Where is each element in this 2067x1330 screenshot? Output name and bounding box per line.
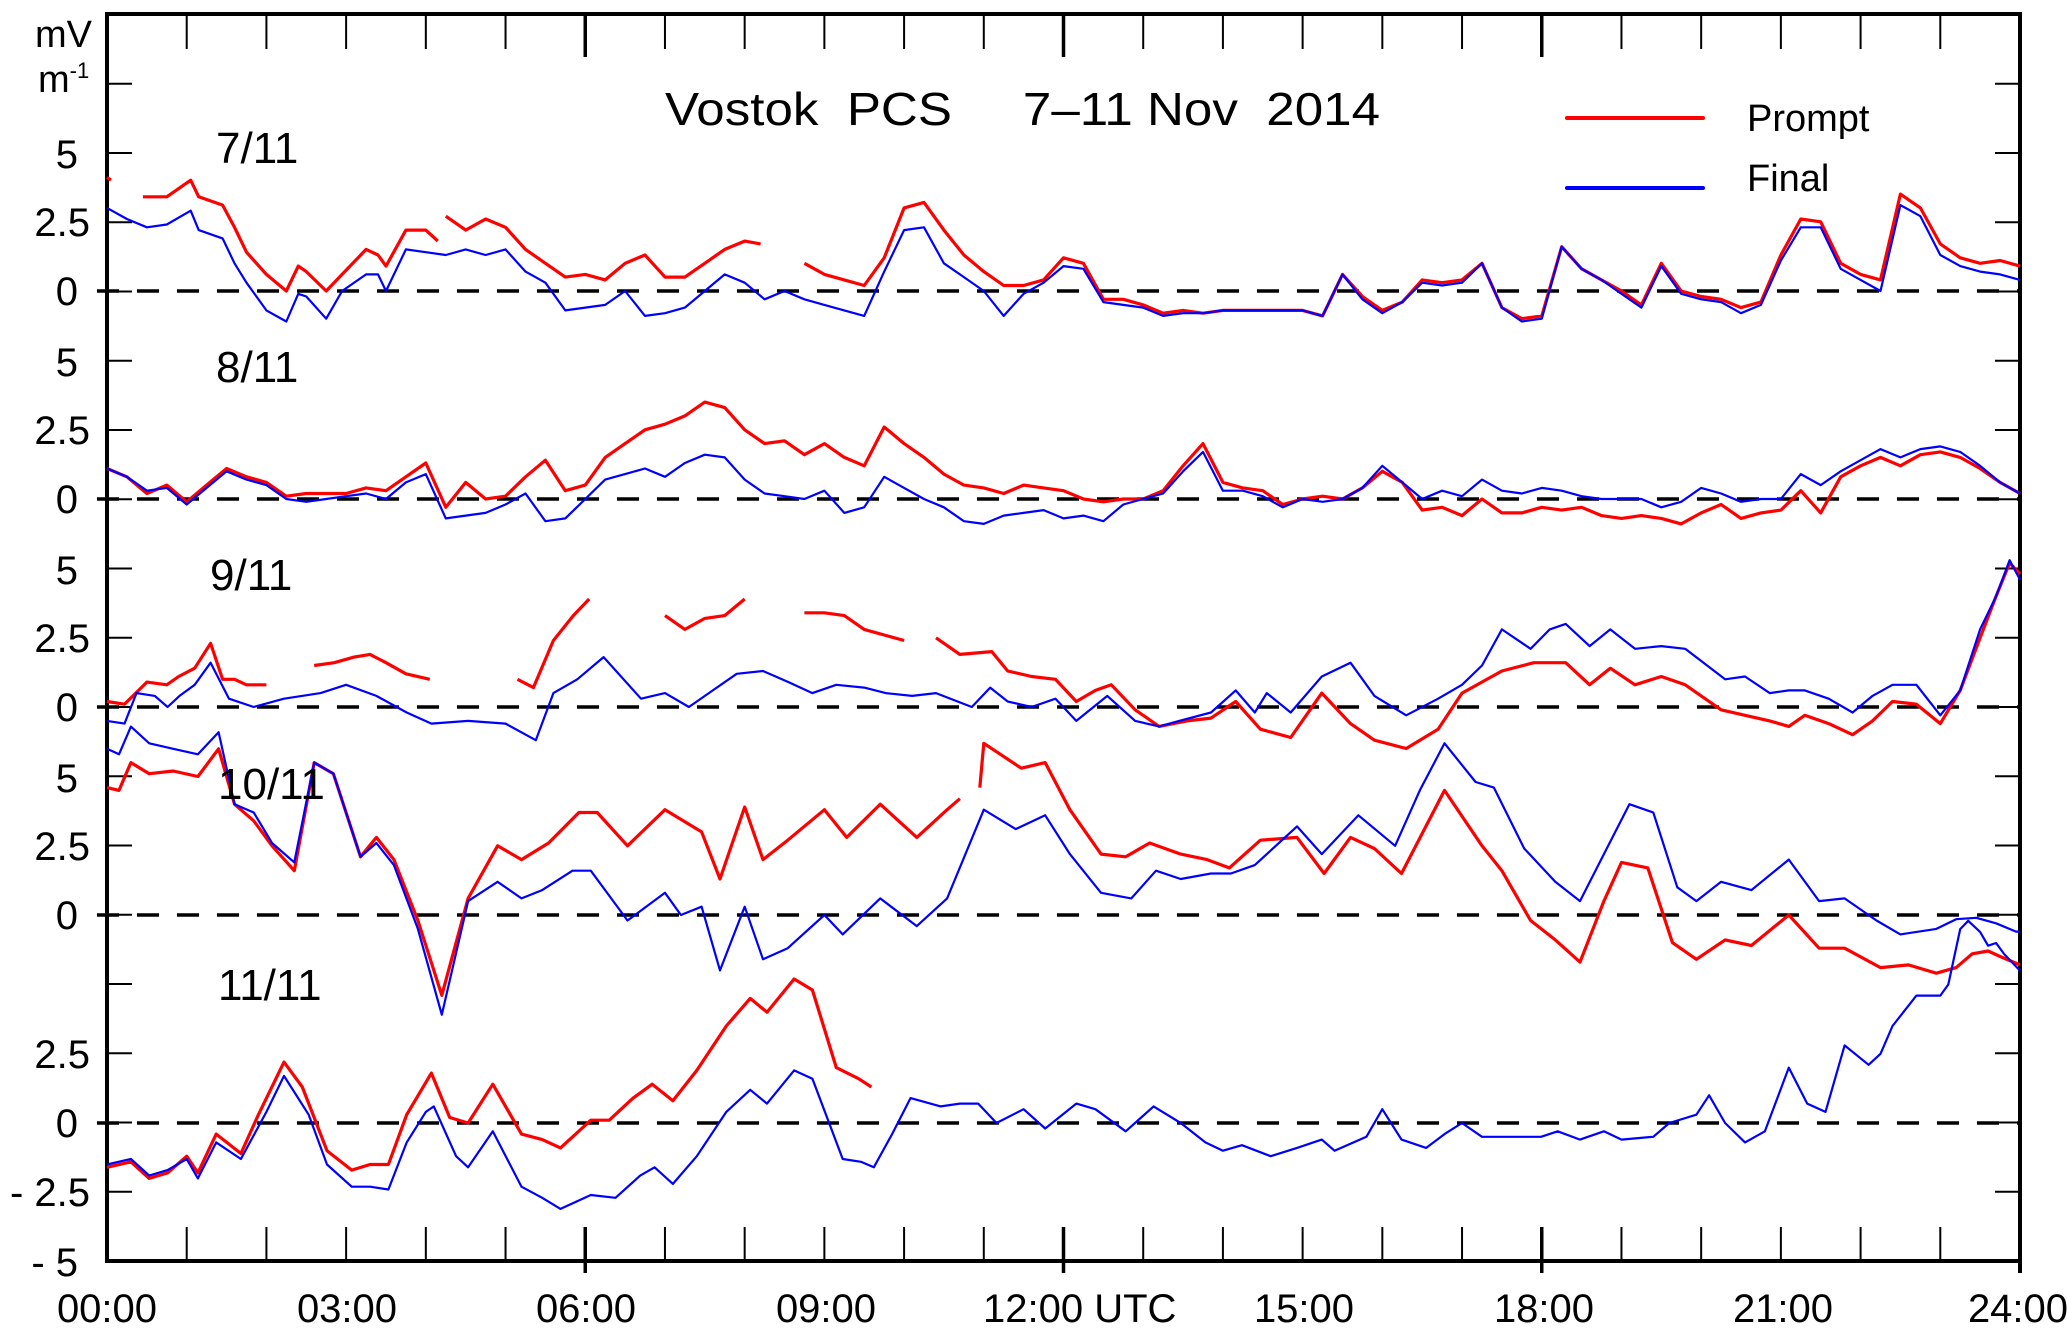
ytick-label-p3-0: 0 [56,894,78,938]
xtick-label-03: 03:00 [297,1287,397,1330]
y-tick-labels: 5 2.5 0 5 2.5 0 5 2.5 0 5 2.5 0 2.5 0 - … [10,133,90,1285]
ytick-label-p0-0: 0 [56,270,78,314]
day-label-9-11: 9/11 [210,551,292,600]
ytick-label-p0-5: 5 [56,133,78,177]
ytick-label-p4-neg-5: - 5 [31,1241,78,1285]
series-prompt-8-11 [106,400,2021,526]
series-final-8-11 [106,445,2021,525]
day-labels: 7/11 8/11 9/11 10/11 11/11 [210,124,325,1010]
panel-9-11 [106,559,2022,751]
legend: Prompt Final [1565,98,1870,200]
ytick-label-p1-0: 0 [56,478,78,522]
y-unit-m-base: m [38,59,70,101]
xtick-label-15: 15:00 [1254,1287,1354,1330]
ytick-label-p0-2-5: 2.5 [34,201,90,245]
panel-11-11 [106,919,2021,1210]
xtick-label-12: 12:00 UTC [983,1287,1176,1330]
panel-10-11 [106,725,2021,1016]
xtick-label-24: 24:00 [1968,1287,2067,1330]
ytick-label-p1-5: 5 [56,341,78,385]
ytick-label-p2-0: 0 [56,686,78,730]
ytick-label-p2-5: 5 [56,549,78,593]
y-unit-mv: mV [35,14,93,56]
panel-8-11 [106,400,2021,526]
panel-7-11 [106,176,2021,323]
xtick-label-21: 21:00 [1733,1287,1833,1330]
series-layer [106,176,2022,1210]
day-label-11-11: 11/11 [218,961,322,1010]
series-final-9-11 [106,559,2021,742]
xtick-label-18: 18:00 [1494,1287,1594,1330]
series-prompt-7-11 [106,176,2021,321]
series-final-7-11 [106,204,2021,323]
y-unit-m: m-1 [38,58,89,101]
ytick-label-p4-neg-2-5: - 2.5 [10,1171,90,1215]
ytick-label-p4-2-5: 2.5 [34,1033,90,1077]
series-prompt-10-11 [106,741,2021,997]
y-unit-exponent: -1 [70,58,90,83]
axes [105,12,2022,1273]
chart-title: Vostok PCS 7–11 Nov 2014 [665,83,1380,135]
series-prompt-9-11 [106,561,2022,751]
ytick-label-p4-0: 0 [56,1102,78,1146]
series-final-11-11 [106,919,2021,1210]
ytick-label-p1-2-5: 2.5 [34,409,90,453]
ytick-label-p3-5: 5 [56,757,78,801]
day-label-8-11: 8/11 [216,343,298,392]
series-final-10-11 [106,725,2020,1016]
day-label-7-11: 7/11 [216,124,298,173]
day-label-10-11: 10/11 [218,760,325,809]
xtick-label-00: 00:00 [57,1287,157,1330]
legend-label-final: Final [1747,158,1829,200]
ytick-label-p2-2-5: 2.5 [34,617,90,661]
xtick-label-06: 06:00 [536,1287,636,1330]
xtick-label-09: 09:00 [776,1287,876,1330]
series-prompt-11-11 [106,977,873,1180]
zero-lines [97,289,2020,1125]
legend-label-prompt: Prompt [1747,98,1870,140]
x-tick-labels: 00:00 03:00 06:00 09:00 12:00 UTC 15:00 … [57,1287,2067,1330]
ytick-label-p3-2-5: 2.5 [34,825,90,869]
